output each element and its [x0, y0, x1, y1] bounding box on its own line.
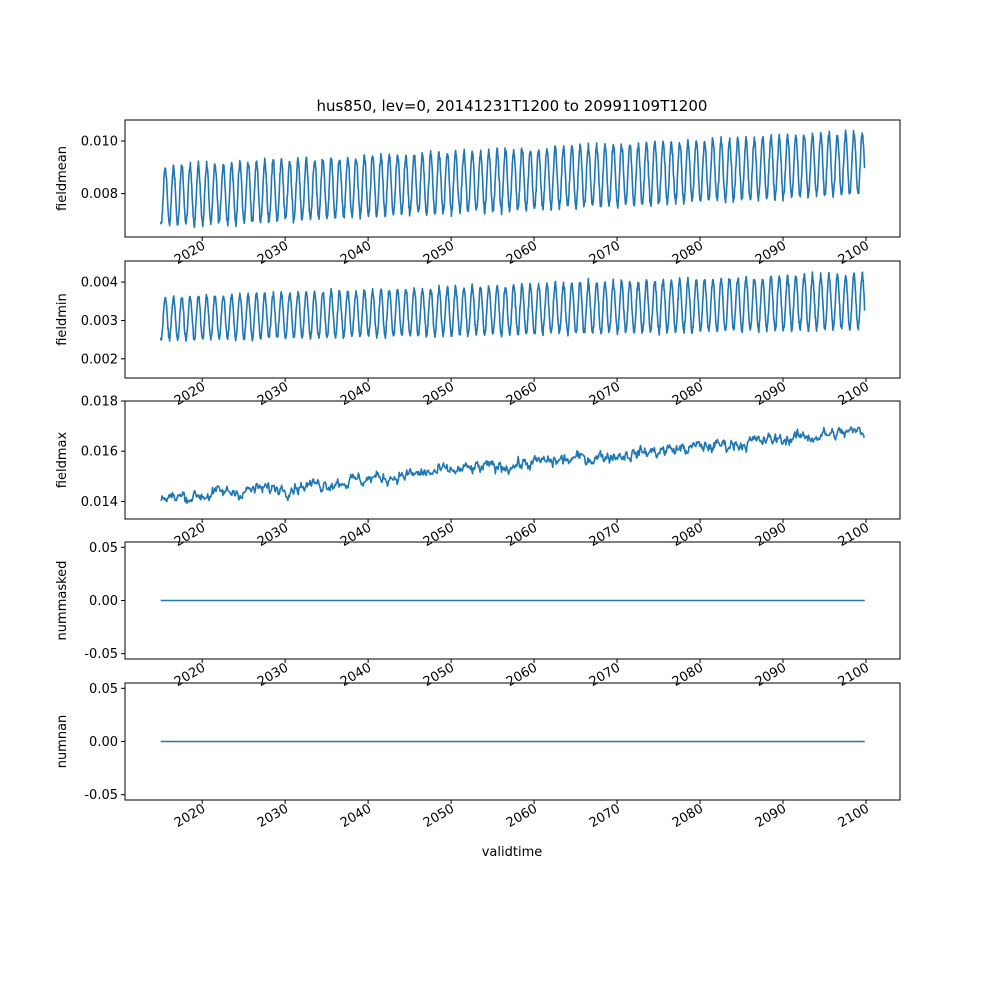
y-tick-label: 0.00 [89, 735, 118, 750]
y-tick-label: 0.014 [81, 495, 118, 510]
y-tick-label: 0.003 [81, 314, 118, 329]
axes-frame [124, 119, 901, 238]
chart-title: hus850, lev=0, 20141231T1200 to 20991109… [317, 97, 708, 115]
y-tick-label: 0.05 [89, 541, 118, 556]
series-line-fieldmax [160, 426, 866, 505]
series-line-fieldmean [159, 129, 866, 228]
series-line-fieldmin [159, 271, 866, 342]
y-tick-label: 0.05 [89, 682, 118, 697]
y-axis-label: fieldmax [55, 432, 70, 489]
y-axis-label: fieldmean [55, 146, 70, 211]
axes-frame [124, 260, 901, 379]
y-tick-label: 0.00 [89, 594, 118, 609]
y-tick-label: 0.002 [81, 352, 118, 367]
x-axis-label: validtime [482, 845, 543, 860]
y-tick-label: -0.05 [84, 788, 118, 803]
axes-frame [124, 400, 901, 520]
y-tick-label: 0.018 [81, 395, 118, 410]
y-axis-label: numnan [55, 715, 70, 769]
y-tick-label: 0.004 [81, 276, 118, 291]
y-axis-label: fieldmin [55, 293, 70, 346]
y-tick-label: 0.016 [81, 445, 118, 460]
y-tick-label: 0.008 [81, 187, 118, 202]
y-tick-label: 0.010 [81, 135, 118, 150]
y-axis-label: nummasked [55, 561, 70, 641]
y-tick-label: -0.05 [84, 647, 118, 662]
